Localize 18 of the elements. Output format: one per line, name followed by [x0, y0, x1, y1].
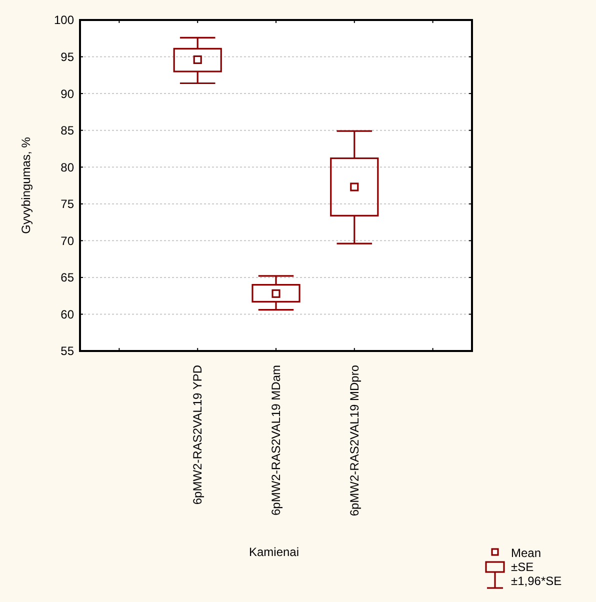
- y-tick-label: 100: [54, 13, 74, 28]
- y-tick-label: 80: [60, 160, 74, 174]
- x-tick-label: 6pMW2-RAS2VAL19 MDam: [269, 365, 283, 516]
- x-tick-label: 6pMW2-RAS2VAL19 MDpro: [347, 364, 362, 516]
- y-axis-title: Gyvybingumas, %: [19, 136, 33, 234]
- text: ±SE: [511, 560, 534, 574]
- y-tick-label: 95: [60, 50, 74, 64]
- y-tick-label: 60: [60, 307, 74, 322]
- y-tick-label: 75: [60, 197, 74, 212]
- y-tick-label: 55: [60, 344, 74, 358]
- y-tick-label: 90: [60, 86, 74, 101]
- text: Mean: [511, 546, 542, 560]
- text: ±1,96*SE: [511, 574, 562, 588]
- x-tick-label: 6pMW2-RAS2VAL19 YPD: [190, 364, 205, 505]
- y-tick-label: 85: [60, 124, 74, 138]
- y-tick-label: 70: [60, 234, 74, 248]
- y-tick-label: 65: [60, 270, 74, 285]
- x-axis-title: Kamienai: [248, 545, 300, 559]
